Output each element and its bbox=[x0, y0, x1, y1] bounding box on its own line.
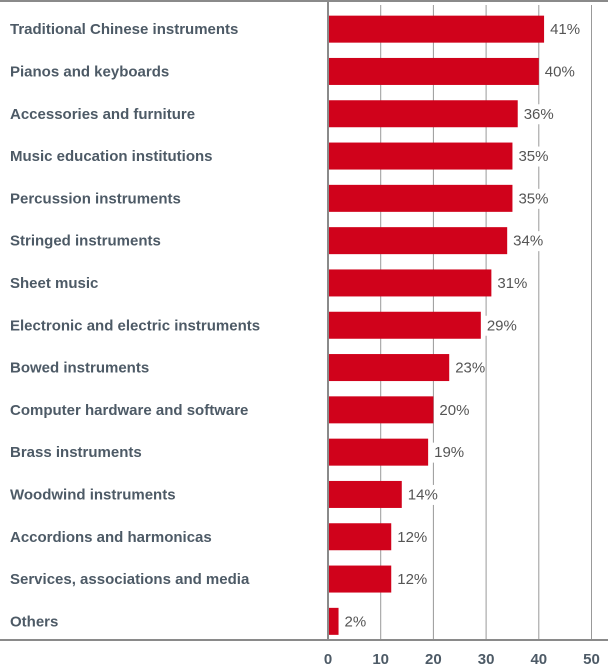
bar bbox=[328, 311, 481, 339]
bar bbox=[328, 184, 513, 212]
value-label-backdrop bbox=[432, 442, 462, 463]
value-label-backdrop bbox=[511, 231, 541, 252]
value-label-backdrop bbox=[542, 61, 573, 82]
value-label: 2% bbox=[345, 613, 367, 630]
value-label: 20% bbox=[439, 402, 469, 419]
bar bbox=[328, 438, 429, 466]
value-label: 35% bbox=[518, 148, 548, 165]
x-tick-label: 20 bbox=[425, 651, 442, 668]
category-label: Services, associations and media bbox=[10, 571, 250, 588]
value-label: 35% bbox=[518, 190, 548, 207]
category-label: Accordions and harmonicas bbox=[10, 529, 212, 546]
category-label: Bowed instruments bbox=[10, 360, 149, 377]
value-label-backdrop bbox=[342, 611, 364, 632]
x-tick-label: 10 bbox=[372, 651, 389, 668]
category-label: Stringed instruments bbox=[10, 233, 161, 250]
value-label-backdrop bbox=[453, 358, 484, 379]
category-label: Brass instruments bbox=[10, 444, 142, 461]
value-label: 12% bbox=[397, 529, 427, 546]
bar bbox=[328, 523, 392, 551]
bar bbox=[328, 142, 513, 170]
bar bbox=[328, 565, 392, 593]
value-label: 36% bbox=[524, 106, 554, 123]
value-label: 40% bbox=[545, 63, 575, 80]
category-label: Pianos and keyboards bbox=[10, 63, 169, 80]
category-label: Woodwind instruments bbox=[10, 486, 176, 503]
value-label: 14% bbox=[408, 486, 438, 503]
value-label-backdrop bbox=[516, 146, 547, 167]
axes bbox=[0, 0, 608, 641]
value-label-backdrop bbox=[395, 569, 426, 590]
value-label-backdrop bbox=[495, 273, 526, 294]
value-label: 31% bbox=[497, 275, 527, 292]
x-tick-labels: 0 10 20 30 40 50 bbox=[324, 651, 600, 668]
value-labels: 41% 40% 36% 35% 35% 34% 31% 29% 23% 20% 19% 14% 12% 1… bbox=[342, 19, 580, 632]
value-label: 12% bbox=[397, 571, 427, 588]
value-label-backdrop bbox=[521, 104, 552, 125]
bar bbox=[328, 100, 518, 128]
value-label-backdrop bbox=[484, 315, 515, 336]
x-tick-label: 50 bbox=[583, 651, 600, 668]
value-label: 23% bbox=[455, 360, 485, 377]
value-label: 34% bbox=[513, 233, 543, 250]
value-label-backdrop bbox=[405, 484, 436, 505]
category-label: Others bbox=[10, 613, 58, 630]
x-tick-label: 40 bbox=[530, 651, 547, 668]
category-labels: Traditional Chinese instruments Pianos an… bbox=[10, 21, 260, 630]
category-label: Accessories and furniture bbox=[10, 106, 195, 123]
category-label: Computer hardware and software bbox=[10, 402, 248, 419]
category-label: Electronic and electric instruments bbox=[10, 317, 260, 334]
category-label: Sheet music bbox=[10, 275, 98, 292]
category-label: Percussion instruments bbox=[10, 190, 181, 207]
value-label: 19% bbox=[434, 444, 464, 461]
bars bbox=[328, 15, 545, 635]
category-label: Traditional Chinese instruments bbox=[10, 21, 238, 38]
category-label: Music education institutions bbox=[10, 148, 213, 165]
bar bbox=[328, 480, 402, 508]
bar bbox=[328, 269, 492, 297]
bar bbox=[328, 15, 545, 43]
value-label-backdrop bbox=[437, 400, 468, 421]
value-label-backdrop bbox=[548, 19, 578, 40]
bar bbox=[328, 396, 434, 424]
value-label-backdrop bbox=[516, 188, 547, 209]
value-label: 29% bbox=[487, 317, 517, 334]
bar bbox=[328, 607, 339, 635]
value-label-backdrop bbox=[395, 527, 426, 548]
bar bbox=[328, 57, 539, 85]
bar bbox=[328, 354, 450, 382]
x-tick-label: 30 bbox=[478, 651, 495, 668]
bar bbox=[328, 227, 508, 255]
x-tick-label: 0 bbox=[324, 651, 332, 668]
value-label: 41% bbox=[550, 21, 580, 38]
